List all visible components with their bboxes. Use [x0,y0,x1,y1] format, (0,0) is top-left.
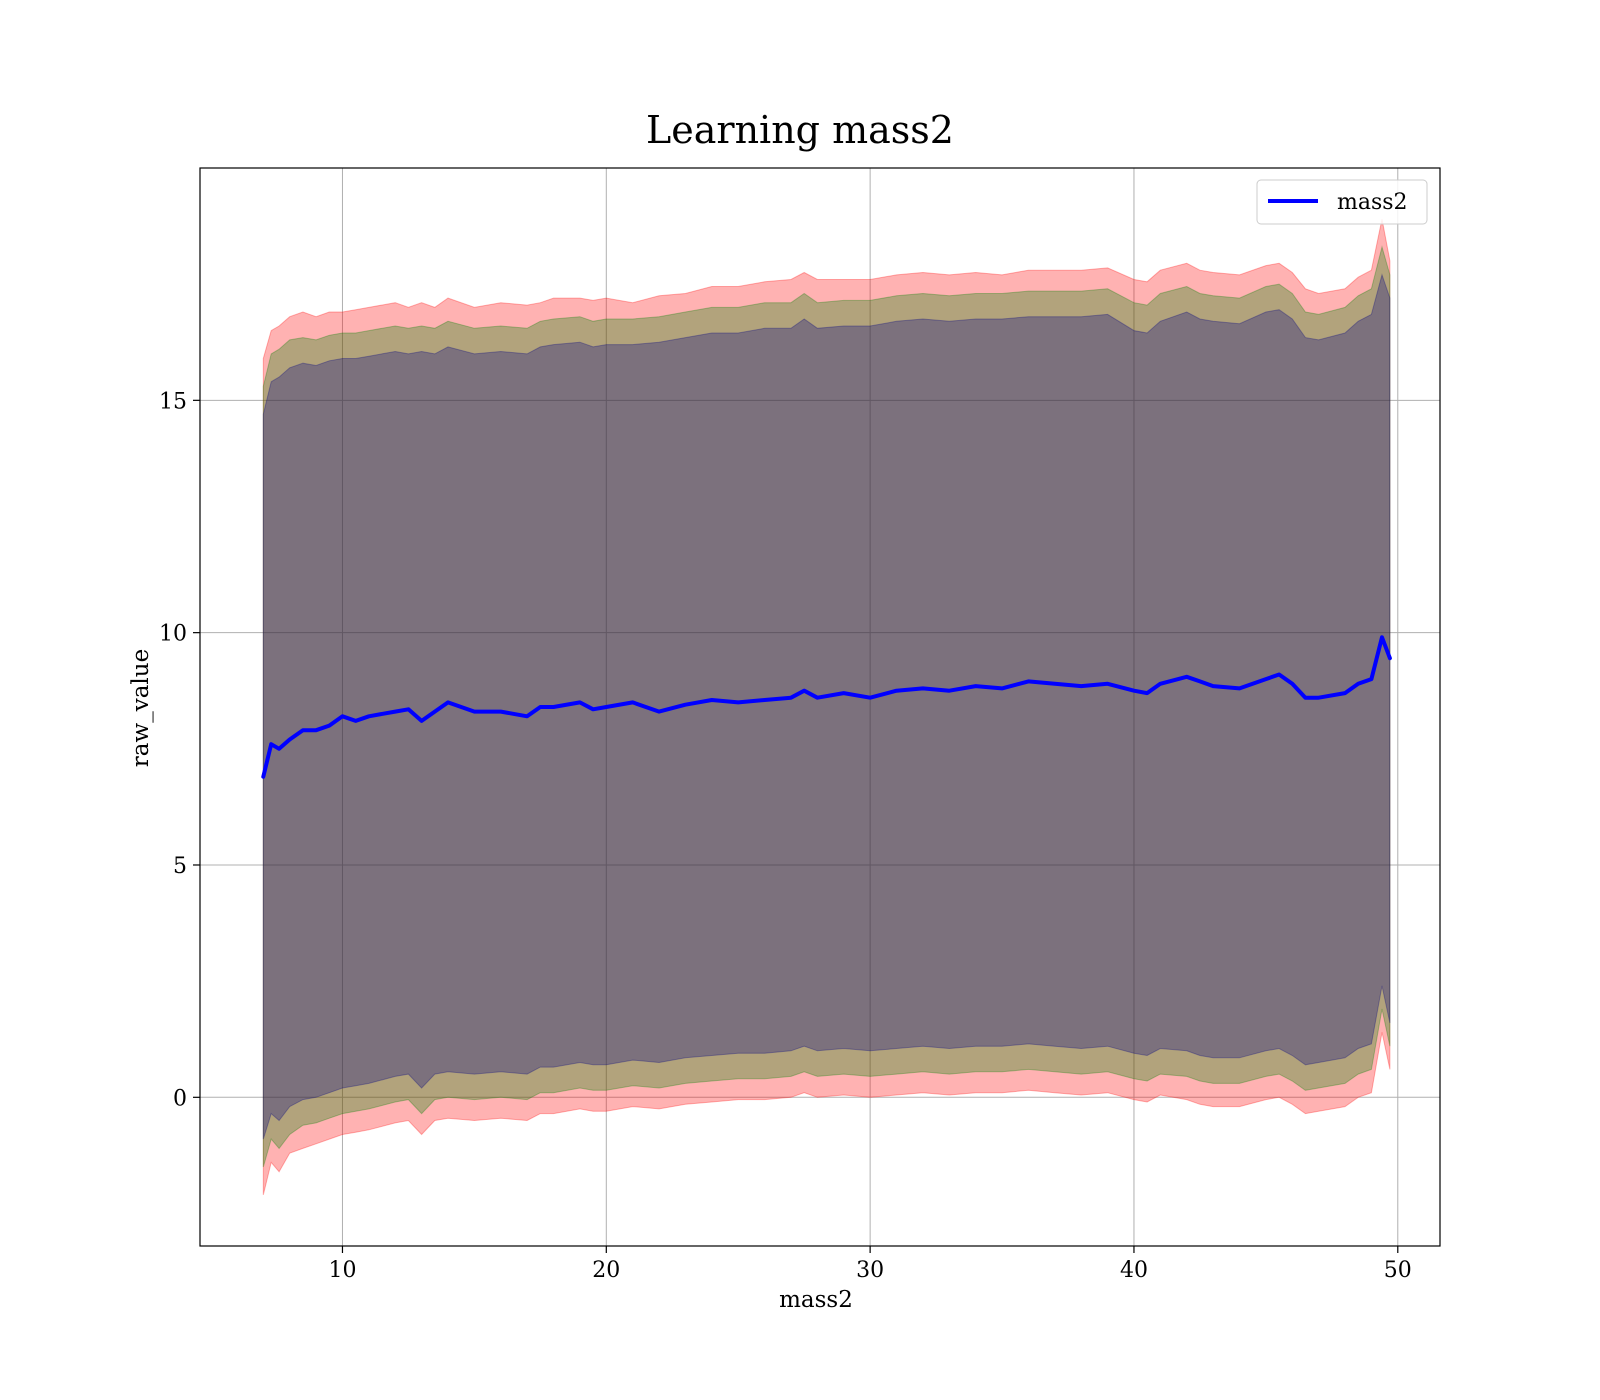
band-1 [262,218,1391,1196]
chart-title: Learning mass2 [646,108,954,152]
x-tick-label: 40 [1120,1258,1148,1283]
plot-area [200,168,1440,1246]
y-tick-label: 15 [159,389,187,414]
x-axis-label: mass2 [779,1287,853,1313]
series-line-mass2 [261,635,1392,779]
band-3 [262,273,1391,1140]
plot-frame [199,167,1441,1247]
band-2 [262,245,1391,1168]
y-tick-label: 10 [159,622,187,647]
y-tick-label: 0 [173,1086,187,1111]
grid [200,168,1440,1246]
axis-ticks: 10 20 30 40 50 0 5 10 15 [159,389,1412,1283]
x-tick-label: 10 [328,1258,356,1283]
legend: mass2 [1256,179,1428,225]
series-lines [261,635,1392,779]
legend-label-mass2: mass2 [1337,190,1408,215]
confidence-bands [262,218,1391,1196]
x-tick-label: 30 [856,1258,884,1283]
y-tick-label: 5 [173,854,187,879]
y-axis-label: raw_value [128,649,154,767]
legend-box [1256,179,1428,225]
x-tick-label: 20 [592,1258,620,1283]
x-tick-label: 50 [1384,1258,1412,1283]
